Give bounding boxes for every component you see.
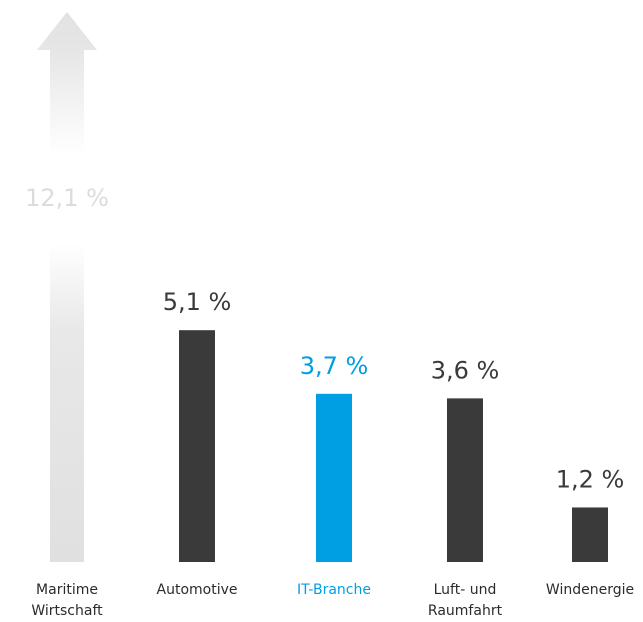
- data-label: 3,6 %: [431, 356, 500, 384]
- bar: [572, 507, 608, 562]
- category-label: Maritime Wirtschaft: [31, 582, 103, 619]
- category-label-line: Wirtschaft: [31, 603, 103, 619]
- bar: [179, 330, 215, 562]
- data-label: 1,2 %: [556, 465, 625, 493]
- category-label: IT-Branche: [297, 582, 371, 598]
- data-label: 3,7 %: [300, 352, 369, 380]
- category-label-line: Luft- und: [434, 582, 497, 598]
- category-label: Luft- und Raumfahrt: [428, 582, 503, 619]
- category-label: Windenergie: [546, 582, 634, 598]
- data-label: 12,1 %: [25, 184, 109, 212]
- category-label: Automotive: [157, 582, 238, 598]
- bar-arrow: [37, 12, 97, 562]
- category-label-line: Maritime: [36, 582, 98, 598]
- category-label-line: Windenergie: [546, 582, 634, 598]
- category-label-line: IT-Branche: [297, 582, 371, 598]
- category-label-line: Raumfahrt: [428, 603, 503, 619]
- category-label-line: Automotive: [157, 582, 238, 598]
- bar: [447, 398, 483, 562]
- data-label: 5,1 %: [163, 288, 232, 316]
- bar: [316, 393, 352, 562]
